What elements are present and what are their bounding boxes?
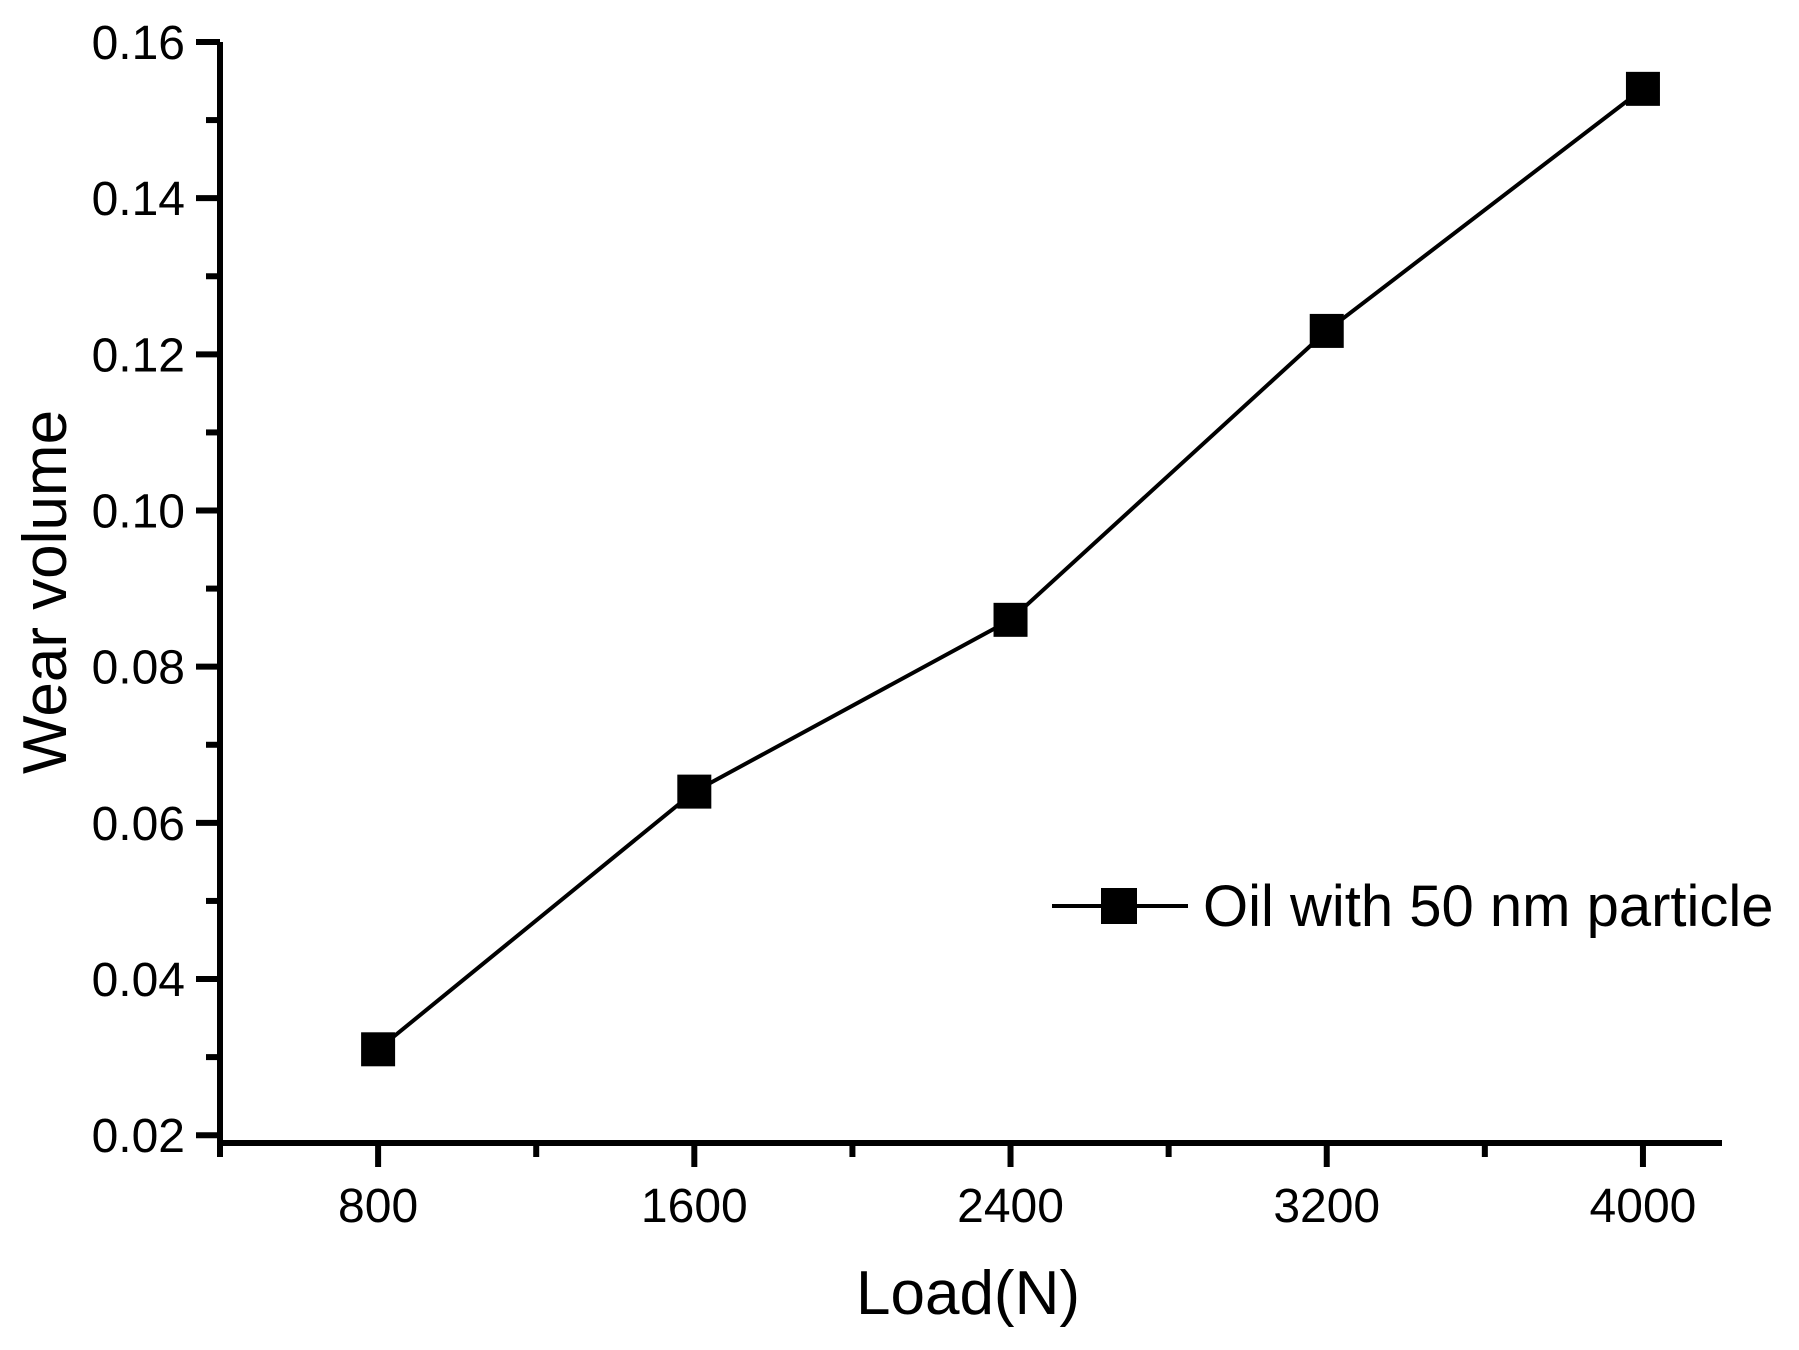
legend-entry-label: Oil with 50 nm particle <box>1203 874 1774 939</box>
x-tick-label: 4000 <box>1590 1180 1697 1233</box>
y-axis-title: Wear volume <box>11 410 80 774</box>
y-tick-label: 0.04 <box>92 954 185 1007</box>
data-point-marker <box>677 774 712 809</box>
axes-layer <box>217 42 1722 1153</box>
y-tick-label: 0.16 <box>92 17 185 70</box>
x-axis-title: Load(N) <box>856 1259 1080 1328</box>
tick-layer <box>196 39 1646 1167</box>
x-tick-label: 2400 <box>957 1180 1064 1233</box>
y-tick-label: 0.14 <box>92 173 185 226</box>
y-tick-label: 0.10 <box>92 486 185 539</box>
y-tick-label: 0.02 <box>92 1110 185 1163</box>
data-point-marker <box>1309 313 1344 348</box>
x-tick-label: 3200 <box>1273 1180 1380 1233</box>
y-tick-label: 0.12 <box>92 329 185 382</box>
y-tick-label: 0.08 <box>92 642 185 695</box>
legend: Oil with 50 nm particle <box>1052 874 1774 939</box>
data-point-marker <box>1625 71 1660 106</box>
series-layer <box>361 71 1660 1067</box>
legend-marker-square-icon <box>1101 888 1137 924</box>
x-tick-label: 800 <box>338 1180 418 1233</box>
x-tick-label: 1600 <box>641 1180 748 1233</box>
data-point-marker <box>993 602 1028 637</box>
y-tick-label: 0.06 <box>92 798 185 851</box>
data-point-marker <box>361 1032 396 1067</box>
tick-label-layer: 800 1600 2400 3200 4000 0.02 0.04 0.06 0.08 0.10 0… <box>92 17 1697 1233</box>
